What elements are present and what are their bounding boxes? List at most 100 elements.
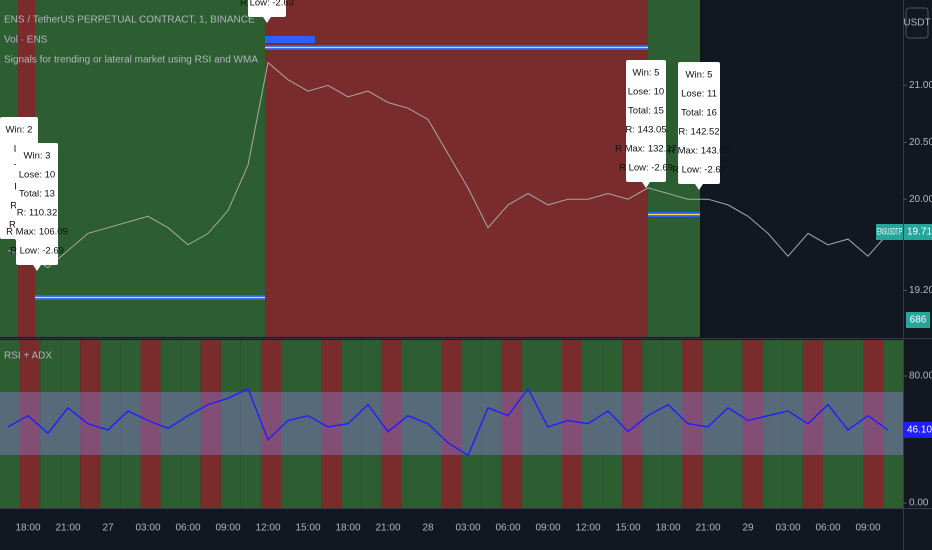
signal-box-line: R Max: 143.05 [668, 146, 730, 157]
x-tick-label: 06:00 [175, 523, 200, 534]
x-tick-label: 15:00 [295, 523, 320, 534]
x-tick-label: 27 [102, 523, 114, 534]
rsi-zone [441, 340, 462, 508]
x-tick-label: 18:00 [335, 523, 360, 534]
unit-button[interactable] [905, 7, 929, 39]
rsi-zone [863, 340, 884, 508]
rsi-zone [220, 340, 241, 508]
volume-tag [906, 312, 930, 328]
rsi-zone [622, 340, 643, 508]
rsi-zone [561, 340, 583, 508]
x-tick-label: 06:00 [815, 523, 840, 534]
signal-box-line: Lose: 11 [681, 89, 717, 100]
rsi-zone [883, 340, 904, 508]
rsi-zone [401, 340, 422, 508]
signal-box-line: R Max: 132.27 [615, 144, 677, 155]
rsi-line [7, 387, 889, 457]
rsi-title: RSI + ADX [4, 351, 52, 362]
x-tick-label: 18:00 [655, 523, 680, 534]
rsi-zone [541, 340, 562, 508]
x-tick-label: 21:00 [695, 523, 720, 534]
rsi-zone [60, 340, 81, 508]
x-tick-label: 09:00 [855, 523, 880, 534]
x-tick-label: 18:00 [15, 523, 40, 534]
rsi-zone [200, 340, 221, 508]
rsi-zone [140, 340, 161, 508]
rsi-zone [662, 340, 683, 508]
rsi-zone [301, 340, 322, 508]
signal-box-line: R Low: -2.69 [619, 163, 673, 174]
rsi-zone [602, 340, 623, 508]
x-tick-label: 12:00 [575, 523, 600, 534]
signal-box [626, 60, 666, 182]
signal-box-line: Win: 5 [633, 68, 660, 79]
signal-box-line: R: 142.52 [678, 127, 719, 138]
signal-box [248, 0, 286, 17]
rsi-zone [40, 340, 61, 508]
last-value-tag [904, 421, 932, 438]
price-line [7, 61, 889, 269]
rsi-zone [822, 340, 843, 508]
signal-box-line: R Low: -2.69 [10, 246, 64, 257]
signal-box-line: Win: 3 [24, 151, 51, 162]
x-tick-label: 06:00 [495, 523, 520, 534]
volume-title: Vol · ENS [4, 35, 48, 46]
rsi-zone [280, 340, 302, 508]
signal-box-line: R Low: -2.63 [240, 0, 294, 9]
signal-box-line: Win: 5 [686, 70, 713, 81]
y-tick-label: 20.000 [909, 194, 932, 205]
signal-box-line: R Max: 106.09 [6, 227, 68, 238]
rsi-zone [782, 340, 803, 508]
price-tag-symbol-bg [876, 224, 903, 240]
signal-pointer [33, 265, 41, 271]
signal-box [16, 143, 58, 265]
indicator-title: Signals for trending or lateral market u… [4, 55, 258, 66]
signal-box-line: R: 143.05 [625, 125, 666, 136]
rsi-zone [160, 340, 181, 508]
y2-tick-label: 0.00 [909, 498, 929, 509]
rsi-zone [461, 340, 482, 508]
rsi-background [0, 340, 904, 508]
rsi-zone [642, 340, 663, 508]
signal-box-line: Win: 2 [6, 125, 33, 136]
price-tag: 19.714 [907, 227, 932, 238]
signal-pointer [642, 182, 650, 188]
x-tick-label: 28 [422, 523, 434, 534]
rsi-zone [240, 340, 261, 508]
rsi-zone [0, 340, 21, 508]
rsi-zone [321, 340, 342, 508]
y-tick-label: 21.000 [909, 80, 932, 91]
rsi-zone [341, 340, 362, 508]
rsi-zone [742, 340, 763, 508]
rsi-zone [802, 340, 823, 508]
signal-pointer [695, 184, 703, 190]
x-tick-label: 09:00 [535, 523, 560, 534]
signal-box-line: Lose: 10 [628, 87, 664, 98]
x-tick-label: 21:00 [375, 523, 400, 534]
signal-box-line: R Low: -2.69 [672, 165, 726, 176]
rsi-zone [481, 340, 502, 508]
x-tick-label: 21:00 [55, 523, 80, 534]
rsi-zone [260, 340, 282, 508]
rsi-zone [582, 340, 603, 508]
y-tick-label: 19.200 [909, 285, 932, 296]
price-tag-symbol: ENSUSDT.P [877, 226, 902, 236]
rsi-zone [20, 340, 41, 508]
rsi-zone [762, 340, 783, 508]
volume-tag-text: 686 [910, 315, 927, 326]
rsi-zone [702, 340, 723, 508]
rsi-zone [361, 340, 382, 508]
rsi-zone [381, 340, 402, 508]
rsi-zone [180, 340, 201, 508]
signal-box-line: Total: 13 [19, 189, 55, 200]
rsi-zone [842, 340, 864, 508]
signal-box-line: R: 110.32 [17, 208, 58, 219]
rsi-zone [501, 340, 522, 508]
unit-label[interactable]: USDT [903, 18, 930, 29]
symbol-title: ENS / TetherUS PERPETUAL CONTRACT, 1, BI… [4, 15, 255, 26]
signal-box-line: Lose: 10 [19, 170, 55, 181]
rsi-zone [722, 340, 743, 508]
rsi-zone [120, 340, 141, 508]
signal-box-line: Total: 16 [681, 108, 717, 119]
